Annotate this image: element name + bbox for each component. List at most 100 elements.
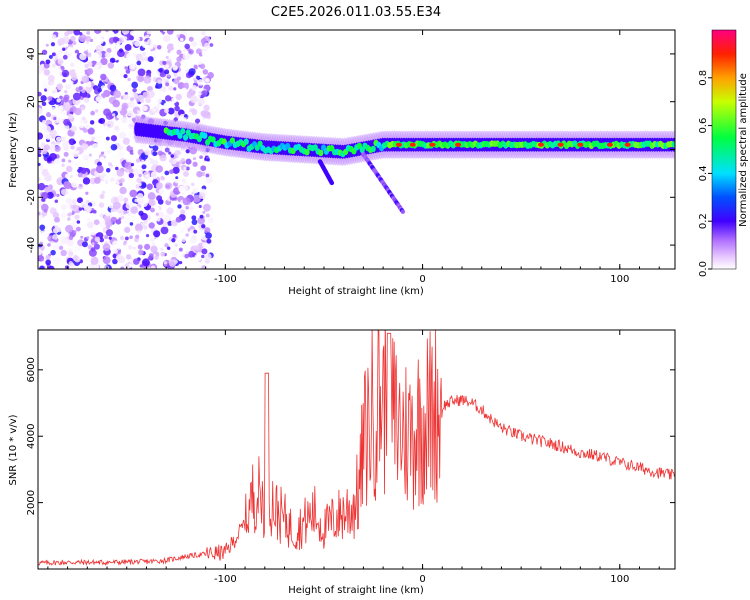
noise-speck: [56, 98, 62, 103]
colorbar-tick-label: 0.2: [698, 213, 709, 229]
noise-speck: [38, 201, 41, 206]
noise-speck: [98, 138, 107, 146]
noise-speck: [129, 189, 138, 198]
ridge-peak: [557, 142, 564, 147]
noise-speck: [144, 243, 151, 250]
noise-speck: [93, 219, 100, 226]
noise-speck: [82, 116, 86, 121]
noise-speck: [147, 256, 152, 260]
noise-speck: [183, 170, 189, 177]
noise-speck: [132, 248, 139, 255]
noise-speck: [99, 156, 105, 162]
noise-speck: [41, 49, 48, 56]
noise-speck: [156, 217, 161, 222]
noise-speck: [103, 89, 111, 98]
noise-speck: [181, 87, 187, 94]
noise-speck: [189, 206, 194, 211]
noise-speck: [184, 79, 189, 84]
noise-speck: [107, 80, 111, 85]
spectrogram-xlabel: Height of straight line (km): [288, 286, 424, 297]
noise-speck: [121, 116, 128, 123]
noise-speck: [196, 75, 201, 80]
noise-speck: [74, 69, 80, 74]
noise-speck: [119, 186, 127, 195]
noise-speck: [165, 55, 169, 60]
noise-speck: [59, 30, 65, 34]
noise-speck: [112, 113, 116, 117]
noise-speck: [155, 63, 162, 70]
noise-speck: [135, 158, 141, 163]
noise-speck: [68, 261, 74, 266]
noise-speck: [38, 177, 41, 181]
noise-speck: [138, 182, 142, 187]
noise-speck: [136, 197, 145, 205]
noise-speck: [38, 248, 43, 256]
noise-speck: [46, 86, 51, 92]
noise-speck: [201, 30, 206, 36]
noise-speck: [135, 36, 140, 41]
noise-speck: [39, 241, 43, 246]
noise-speck: [199, 63, 206, 70]
noise-speck: [150, 207, 155, 213]
noise-speck: [125, 202, 133, 210]
noise-speck: [76, 197, 83, 204]
noise-speck: [182, 51, 191, 60]
noise-speck: [136, 98, 140, 103]
noise-speck: [47, 166, 55, 174]
noise-speck: [164, 170, 170, 176]
noise-speck: [84, 63, 89, 69]
noise-speck: [62, 140, 70, 149]
noise-speck: [60, 204, 67, 211]
noise-speck: [181, 191, 186, 196]
ridge-core: [257, 140, 263, 147]
noise-speck: [129, 214, 137, 222]
noise-speck: [78, 34, 87, 42]
noise-speck: [121, 30, 130, 35]
noise-speck: [86, 217, 91, 222]
noise-speck: [38, 66, 43, 75]
noise-speck: [143, 187, 149, 194]
noise-speck: [143, 220, 148, 224]
noise-speck: [88, 153, 92, 157]
noise-speck: [38, 91, 42, 97]
noise-speck: [74, 107, 82, 116]
noise-speck: [190, 95, 198, 103]
noise-speck: [166, 43, 175, 51]
noise-speck: [180, 209, 186, 215]
noise-speck: [193, 64, 198, 70]
noise-speck: [101, 151, 105, 155]
noise-speck: [48, 54, 53, 59]
noise-speck: [46, 112, 52, 118]
noise-speck: [168, 259, 177, 267]
snr-ylabel: SNR (10 * v/v): [8, 414, 19, 485]
noise-speck: [66, 46, 74, 54]
noise-speck: [110, 135, 118, 142]
snr-series-line: [38, 330, 675, 567]
noise-speck: [49, 106, 58, 115]
noise-speck: [203, 118, 210, 125]
noise-speck: [110, 216, 118, 224]
noise-speck: [62, 54, 68, 60]
noise-speck: [184, 253, 190, 259]
noise-speck: [50, 87, 58, 95]
noise-speck: [61, 69, 70, 78]
noise-speck: [154, 70, 161, 77]
noise-speck: [50, 178, 55, 182]
noise-speck: [160, 86, 167, 93]
noise-speck: [69, 174, 73, 179]
noise-speck: [142, 105, 148, 111]
noise-speck: [155, 165, 163, 173]
noise-speck: [111, 70, 118, 77]
noise-speck: [195, 118, 201, 124]
noise-speck: [95, 125, 100, 129]
noise-speck: [100, 73, 107, 81]
noise-speck: [130, 206, 138, 214]
noise-speck: [121, 102, 129, 110]
noise-speck: [124, 263, 130, 268]
noise-speck: [125, 69, 131, 74]
noise-speck: [120, 266, 125, 269]
noise-speck: [91, 100, 98, 107]
noise-speck: [175, 216, 182, 223]
colorbar-label: Normalized spectral amplitude: [738, 73, 749, 227]
